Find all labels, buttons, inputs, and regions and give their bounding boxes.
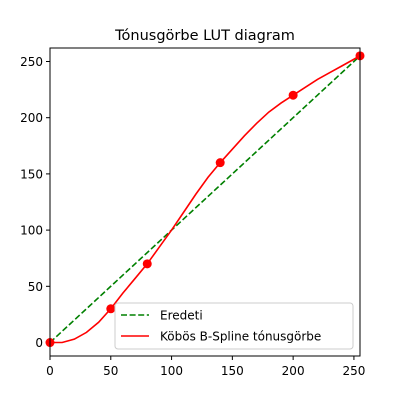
- series-line-spline: [50, 55, 361, 344]
- control-point: [142, 259, 152, 269]
- y-tick-label: 250: [20, 55, 43, 69]
- y-axis: 0 50 100 150 200 250: [20, 55, 50, 350]
- legend-label-eredeti: Eredeti: [160, 309, 203, 323]
- y-tick-label: 150: [20, 167, 43, 181]
- y-tick-label: 200: [20, 111, 43, 125]
- x-tick-label: 150: [221, 364, 244, 378]
- legend-box: [114, 302, 354, 350]
- legend-label-spline: Köbös B-Spline tónusgörbe: [160, 330, 321, 344]
- x-tick-label: 100: [160, 364, 183, 378]
- x-tick-label: 0: [46, 364, 54, 378]
- y-tick-label: 100: [20, 224, 43, 238]
- x-axis: 0 50 100 150 200 250: [46, 356, 365, 378]
- plot-area: 0 50 100 150 200 250 0 50 100 150 200 250: [20, 47, 365, 378]
- chart-title: Tónusgörbe LUT diagram: [114, 28, 295, 44]
- x-tick-label: 250: [342, 364, 365, 378]
- axes-frame: [49, 47, 361, 357]
- legend: Eredeti Köbös B-Spline tónusgörbe: [114, 302, 354, 350]
- control-point: [288, 90, 298, 100]
- y-tick-label: 0: [35, 336, 43, 350]
- x-tick-label: 200: [282, 364, 305, 378]
- control-point: [215, 158, 225, 168]
- x-tick-label: 50: [103, 364, 118, 378]
- control-points: [45, 51, 365, 348]
- series-lines: [49, 55, 361, 344]
- control-point: [106, 304, 116, 314]
- series-line-eredeti: [49, 55, 361, 344]
- y-tick-label: 50: [28, 280, 43, 294]
